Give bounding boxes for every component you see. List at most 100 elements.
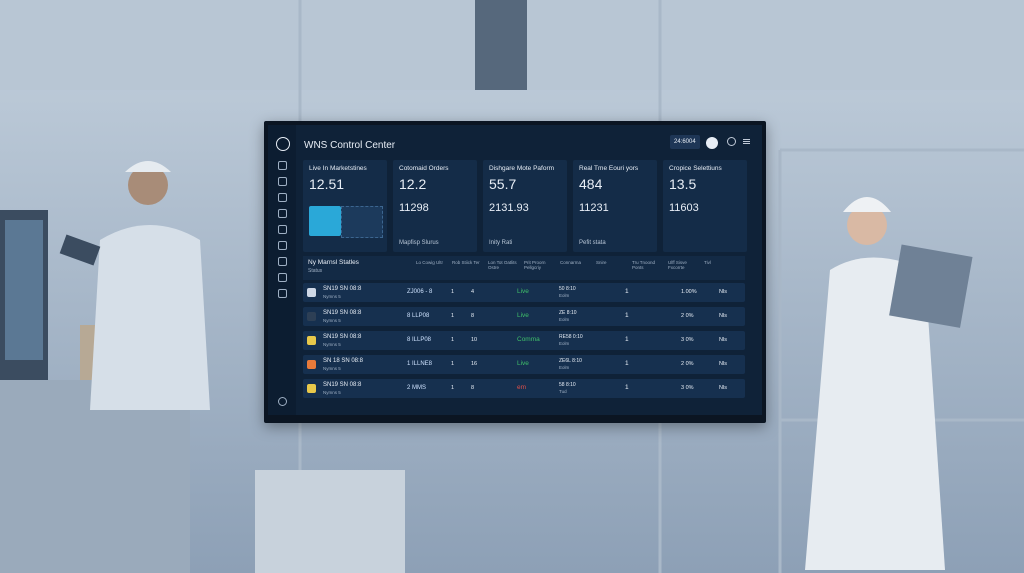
metric-card: Real Tme Eouri yors 484 11231 Pefit stata: [573, 160, 657, 252]
row-metric: 8 LLP08: [407, 313, 430, 319]
row-a: 1: [451, 289, 455, 295]
row-b: 10: [471, 337, 478, 343]
badge[interactable]: 24:6004: [670, 135, 700, 149]
column-header: Tivl: [704, 260, 711, 265]
row-name: SN19 SN 08:8: [323, 310, 362, 316]
row-name: SN19 SN 08:8: [323, 286, 362, 292]
nav-icon[interactable]: [278, 241, 287, 250]
row-status: Live: [517, 288, 529, 295]
card-value: 13.5: [669, 176, 697, 192]
table-title: Ny Marnsl Statles: [308, 259, 359, 266]
row-sub: Nymns 5: [323, 342, 341, 347]
card-label: Cropice Selettiuns: [669, 165, 722, 172]
sidebar: [268, 125, 296, 415]
row-pct: 1.00%: [681, 289, 697, 295]
column-header: Prit Proorn Pellgcriy: [524, 260, 546, 270]
card-label: Live In Marketstines: [309, 165, 367, 172]
row-tail: Nls: [719, 385, 727, 391]
nav-icon[interactable]: [278, 289, 287, 298]
search-button[interactable]: [727, 137, 736, 146]
column-header: Connarma: [560, 260, 582, 265]
card-graphic: [341, 206, 383, 238]
row-metric: 2 MMS: [407, 385, 427, 391]
row-a: 1: [451, 313, 455, 319]
nav-icon[interactable]: [278, 177, 287, 186]
menu-button[interactable]: [743, 139, 750, 140]
card-subvalue: 11298: [399, 202, 429, 214]
row-detail2: Eolm: [559, 317, 570, 322]
column-header: Lo Cowig Ultr: [416, 260, 444, 265]
table-subtitle: Status: [308, 268, 323, 274]
row-detail: ZE 8:10: [559, 310, 577, 316]
row-a: 1: [451, 361, 455, 367]
row-mark: 1: [625, 312, 629, 319]
row-detail: ZE6L 8:10: [559, 358, 582, 364]
row-name: SN19 SN 08:8: [323, 382, 362, 388]
row-icon: [307, 288, 316, 297]
row-icon: [307, 312, 316, 321]
nav-icon[interactable]: [278, 209, 287, 218]
row-detail2: Eolm: [559, 341, 570, 346]
nav-icon[interactable]: [278, 397, 287, 406]
row-tail: Nls: [719, 337, 727, 343]
nav-icon[interactable]: [278, 193, 287, 202]
nav-icon[interactable]: [278, 225, 287, 234]
row-pct: 3 0%: [681, 385, 694, 391]
row-detail: RE58 0:10: [559, 334, 583, 340]
column-header: Snire: [596, 260, 607, 265]
row-a: 1: [451, 385, 455, 391]
row-sub: Nymns 5: [323, 294, 341, 299]
metric-card: Cropice Selettiuns 13.5 11603: [663, 160, 747, 252]
row-status: em: [517, 384, 527, 391]
card-value: 484: [579, 176, 603, 192]
table-row[interactable]: SN 18 SN 08:8 Nymns 5 1 ILLNE8 1 16 Live ZE6L …: [303, 355, 745, 374]
row-detail: 50 8:10: [559, 286, 576, 292]
dashboard-screen: WNS Control Center 24:6004 Live In Marke…: [268, 125, 762, 415]
logo[interactable]: [276, 137, 290, 151]
column-header: Ulff Sisve Fxcorrte: [668, 260, 687, 270]
row-status: Live: [517, 312, 529, 319]
row-status: Live: [517, 360, 529, 367]
card-subvalue: 11231: [579, 202, 609, 214]
row-b: 4: [471, 289, 475, 295]
user-button[interactable]: [706, 137, 718, 149]
card-value: 12.51: [309, 176, 345, 192]
card-footer: Mapfisp Slurus: [399, 240, 439, 246]
row-name: SN 18 SN 08:8: [323, 358, 364, 364]
card-footer: Pefit stata: [579, 240, 606, 246]
table-row[interactable]: SN19 SN 08:8 Nymns 5 8 LLP08 1 8 Live ZE 8:10 E…: [303, 307, 745, 326]
nav-icon[interactable]: [278, 257, 287, 266]
table-row[interactable]: SN19 SN 08:8 Nymns 5 8 ILLP08 1 10 Comma RE58 …: [303, 331, 745, 350]
row-metric: ZJ006 - 8: [407, 289, 433, 295]
card-footer: Inity Rati: [489, 240, 513, 246]
row-tail: Nls: [719, 361, 727, 367]
nav-icon[interactable]: [278, 273, 287, 282]
row-tail: Nls: [719, 289, 727, 295]
table-row[interactable]: SN19 SN 08:8 Nymns 5 ZJ006 - 8 1 4 Live 50 8:1…: [303, 283, 745, 302]
row-detail2: Tud: [559, 389, 567, 394]
row-icon: [307, 336, 316, 345]
card-value: 55.7: [489, 176, 517, 192]
row-icon: [307, 360, 316, 369]
card-graphic: [309, 206, 341, 236]
row-detail2: Eolm: [559, 365, 570, 370]
card-label: Real Tme Eouri yors: [579, 165, 639, 172]
row-detail2: Eolm: [559, 293, 570, 298]
row-tail: Nls: [719, 313, 727, 319]
table-row[interactable]: SN19 SN 08:8 Nymns 5 2 MMS 1 8 em 58 8:10 Tud 1 3…: [303, 379, 745, 398]
row-sub: Nymns 5: [323, 366, 341, 371]
card-label: Dishgare Mote Paform: [489, 165, 555, 172]
row-sub: Nymns 5: [323, 390, 341, 395]
row-b: 8: [471, 313, 475, 319]
row-mark: 1: [625, 384, 629, 391]
card-label: Cotomaid Orders: [399, 165, 449, 172]
card-subvalue: 2131.93: [489, 202, 529, 214]
row-mark: 1: [625, 336, 629, 343]
nav-icon[interactable]: [278, 161, 287, 170]
row-pct: 2 0%: [681, 313, 694, 319]
dashboard-title: WNS Control Center: [304, 140, 396, 151]
row-a: 1: [451, 337, 455, 343]
card-subvalue: 11603: [669, 202, 699, 214]
row-metric: 1 ILLNE8: [407, 361, 433, 367]
